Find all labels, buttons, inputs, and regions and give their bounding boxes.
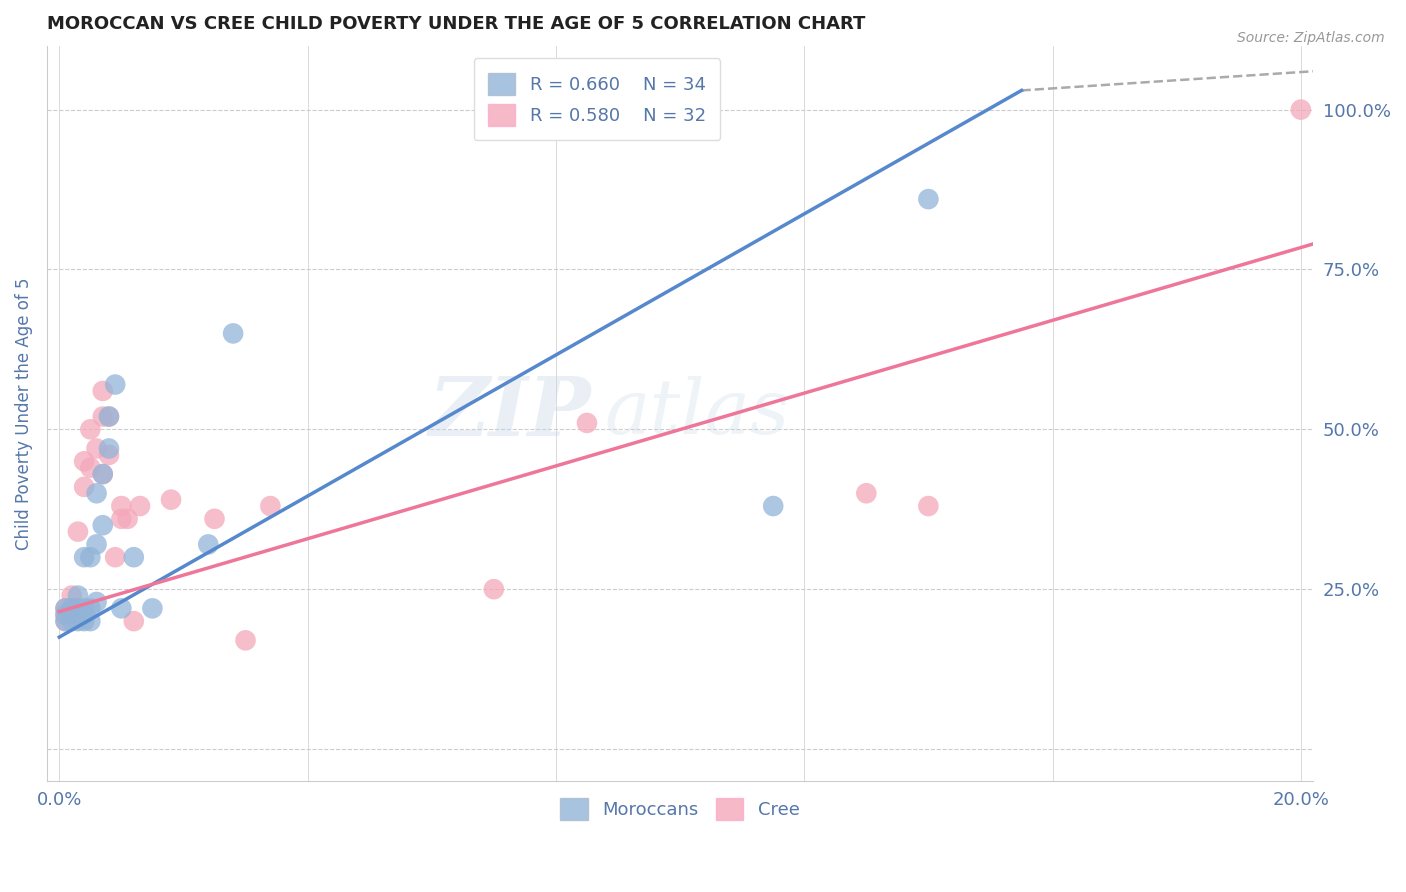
Point	[55, 601, 77, 615]
Point	[66, 601, 89, 615]
Text: MOROCCAN VS CREE CHILD POVERTY UNDER THE AGE OF 5 CORRELATION CHART: MOROCCAN VS CREE CHILD POVERTY UNDER THE…	[46, 15, 865, 33]
Point	[91, 409, 114, 424]
Point	[55, 601, 77, 615]
Point	[66, 524, 89, 539]
Legend: Moroccans, Cree: Moroccans, Cree	[553, 790, 807, 827]
Point	[98, 409, 121, 424]
Point	[197, 537, 219, 551]
Point	[482, 582, 505, 597]
Point	[91, 384, 114, 398]
Point	[110, 512, 132, 526]
Point	[141, 601, 163, 615]
Point	[91, 467, 114, 481]
Point	[73, 614, 96, 628]
Point	[98, 442, 121, 456]
Text: ZIP: ZIP	[429, 374, 592, 453]
Point	[91, 518, 114, 533]
Point	[917, 499, 939, 513]
Point	[73, 601, 96, 615]
Point	[60, 614, 83, 628]
Point	[73, 454, 96, 468]
Text: atlas: atlas	[605, 376, 790, 450]
Point	[259, 499, 281, 513]
Point	[73, 480, 96, 494]
Y-axis label: Child Poverty Under the Age of 5: Child Poverty Under the Age of 5	[15, 277, 32, 549]
Point	[117, 512, 139, 526]
Point	[55, 607, 77, 622]
Point	[55, 614, 77, 628]
Point	[60, 589, 83, 603]
Point	[104, 550, 127, 565]
Point	[160, 492, 183, 507]
Point	[855, 486, 877, 500]
Point	[122, 550, 145, 565]
Point	[104, 377, 127, 392]
Point	[86, 595, 108, 609]
Point	[110, 499, 132, 513]
Point	[98, 409, 121, 424]
Point	[60, 601, 83, 615]
Point	[1289, 103, 1312, 117]
Point	[129, 499, 152, 513]
Point	[60, 601, 83, 615]
Point	[79, 550, 101, 565]
Point	[66, 607, 89, 622]
Point	[204, 512, 226, 526]
Point	[122, 614, 145, 628]
Point	[86, 486, 108, 500]
Point	[66, 607, 89, 622]
Point	[66, 607, 89, 622]
Point	[575, 416, 598, 430]
Point	[55, 607, 77, 622]
Point	[86, 537, 108, 551]
Point	[60, 607, 83, 622]
Point	[66, 614, 89, 628]
Point	[66, 589, 89, 603]
Point	[917, 192, 939, 206]
Point	[73, 607, 96, 622]
Point	[79, 460, 101, 475]
Text: Source: ZipAtlas.com: Source: ZipAtlas.com	[1237, 31, 1385, 45]
Point	[110, 601, 132, 615]
Point	[86, 442, 108, 456]
Point	[98, 448, 121, 462]
Point	[73, 550, 96, 565]
Point	[79, 614, 101, 628]
Point	[222, 326, 245, 341]
Point	[91, 467, 114, 481]
Point	[762, 499, 785, 513]
Point	[60, 601, 83, 615]
Point	[55, 614, 77, 628]
Point	[79, 601, 101, 615]
Point	[235, 633, 257, 648]
Point	[79, 422, 101, 436]
